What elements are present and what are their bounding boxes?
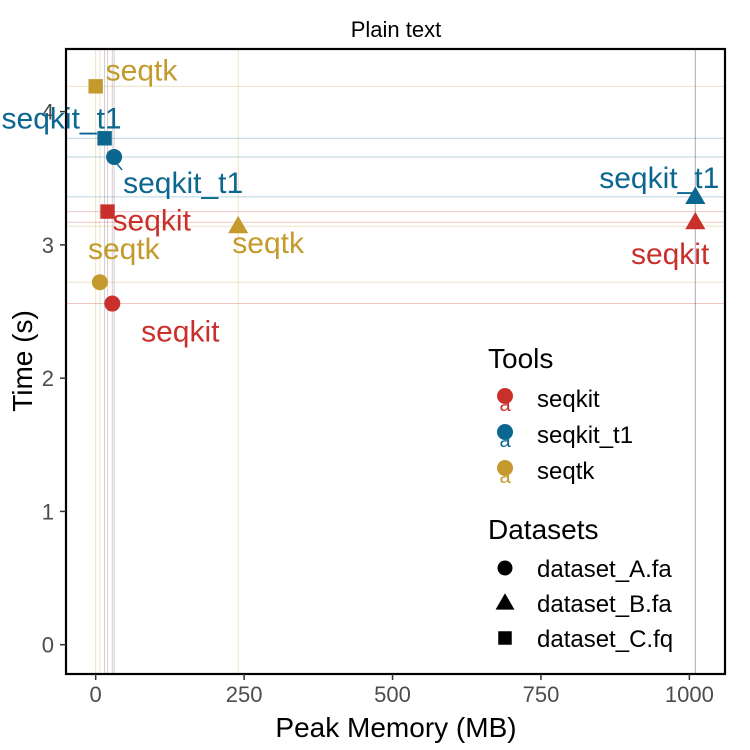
point-label-seqkit_t1: seqkit_t1 <box>123 167 243 200</box>
point-seqtk-dataset-A-fa <box>91 274 108 291</box>
y-axis: 0 1 2 3 4 <box>42 100 66 658</box>
point-label-seqkit: seqkit <box>113 205 192 238</box>
chart-title: Plain text <box>351 17 442 42</box>
legend-key-glyph: a <box>499 394 511 416</box>
x-tick-label: 750 <box>523 682 560 707</box>
legend-label-seqkit_t1: seqkit_t1 <box>537 422 633 449</box>
x-axis-title: Peak Memory (MB) <box>275 712 516 743</box>
legend-key-seqtk <box>497 460 513 476</box>
legend-tools-title: Tools <box>488 343 553 374</box>
x-tick-label: 1000 <box>665 682 714 707</box>
legend-key-square <box>498 631 512 645</box>
y-tick-label: 0 <box>42 633 54 658</box>
legend-label-seqtk: seqtk <box>537 458 595 485</box>
legend-datasets-title: Datasets <box>488 514 599 545</box>
legend-key-circle <box>497 560 513 576</box>
y-axis-title: Time (s) <box>7 310 38 412</box>
legend-key-triangle <box>495 593 515 610</box>
point-seqkit-dataset-A-fa <box>104 295 121 312</box>
data-points <box>88 79 706 312</box>
point-seqkit_t1-dataset-A-fa <box>106 148 123 165</box>
legend-key-glyph: a <box>499 430 511 452</box>
point-label-seqtk: seqtk <box>232 227 305 260</box>
y-tick-label: 3 <box>42 233 54 258</box>
plot-panel <box>64 47 727 676</box>
legend-key-glyph: a <box>499 466 511 488</box>
point-seqkit_t1-dataset-B-fa <box>685 186 706 204</box>
point-seqtk-dataset-C-fq <box>88 79 103 94</box>
point-label-seqtk: seqtk <box>106 54 179 87</box>
point-label-seqkit: seqkit <box>141 316 220 349</box>
y-tick-label: 1 <box>42 499 54 524</box>
legend-key-seqkit <box>497 388 513 404</box>
point-seqkit_t1-dataset-C-fq <box>97 131 112 146</box>
x-tick-label: 500 <box>374 682 411 707</box>
point-label-seqkit_t1: seqkit_t1 <box>599 162 719 195</box>
legend-label-dataset-C-fq: dataset_C.fq <box>537 626 673 653</box>
y-tick-label: 2 <box>42 366 54 391</box>
point-label-seqkit_t1: seqkit_t1 <box>2 102 122 135</box>
label-connector <box>115 162 123 171</box>
x-tick-label: 250 <box>226 682 263 707</box>
x-tick-label: 0 <box>90 682 102 707</box>
point-label-seqkit: seqkit <box>631 238 710 271</box>
y-tick-label: 4 <box>42 100 54 125</box>
legend-label-dataset-A-fa: dataset_A.fa <box>537 556 672 583</box>
point-label-seqtk: seqtk <box>88 233 161 266</box>
legend-label-seqkit: seqkit <box>537 386 600 413</box>
legend-key-seqkit_t1 <box>497 424 513 440</box>
point-seqkit-dataset-C-fq <box>100 204 115 219</box>
legend-label-dataset-B-fa: dataset_B.fa <box>537 591 672 618</box>
point-seqtk-dataset-B-fa <box>228 215 249 234</box>
point-seqkit-dataset-B-fa <box>685 211 706 230</box>
x-axis: 0 250 500 750 1000 <box>90 674 714 707</box>
